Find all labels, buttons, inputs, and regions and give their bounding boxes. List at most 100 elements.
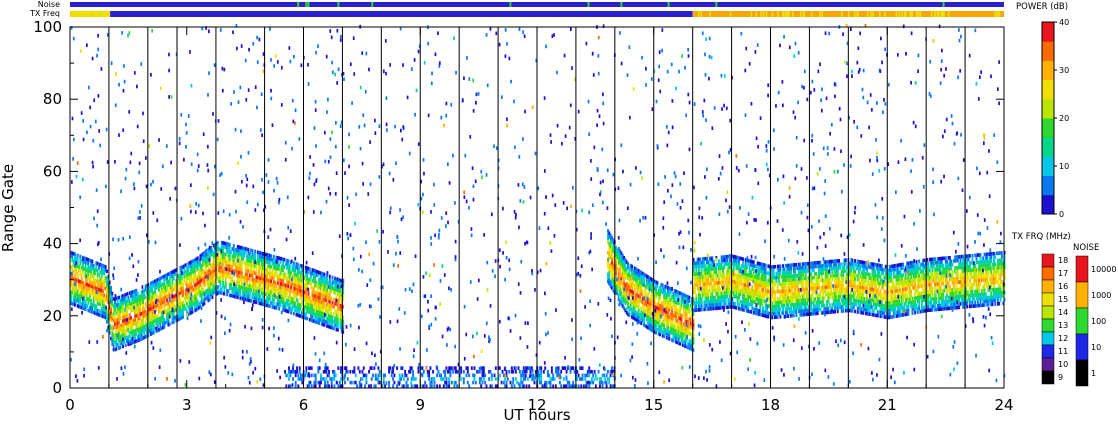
echo-cell [326, 280, 329, 285]
echo-cell [306, 305, 309, 310]
echo-cell [636, 279, 639, 283]
echo-cell [243, 297, 246, 301]
echo-cell [332, 326, 335, 331]
echo-cell [624, 261, 627, 266]
echo-cell [645, 296, 648, 300]
echo-cell [695, 308, 698, 312]
echo-cell [708, 299, 711, 304]
echo-cell [664, 309, 667, 314]
echo-cell [171, 302, 174, 307]
echo-cell [282, 293, 285, 298]
echo-cell [280, 300, 283, 305]
echo-cell [236, 248, 239, 253]
echo-cell [633, 277, 636, 281]
echo-cell [615, 282, 617, 286]
echo-cell [222, 251, 225, 256]
echo-cell [868, 308, 871, 313]
echo-cell [71, 287, 74, 292]
echo-cell [787, 292, 790, 297]
echo-cell [159, 323, 162, 328]
echo-cell [312, 301, 315, 305]
txfreq-bar-tick [821, 11, 823, 17]
echo-cell [684, 344, 687, 349]
echo-cell [294, 287, 297, 291]
echo-cell [191, 263, 194, 267]
echo-cell [679, 316, 682, 321]
echo-cell [207, 269, 210, 274]
echo-cell [284, 305, 287, 309]
echo-cell [627, 298, 629, 302]
echo-cell [700, 264, 703, 269]
echo-cell [71, 265, 74, 270]
echo-cell [116, 314, 119, 318]
echo-cell [82, 306, 84, 310]
echo-cell [240, 253, 243, 257]
echo-cell [148, 289, 151, 294]
echo-cell [98, 265, 100, 270]
echo-cell [111, 324, 114, 328]
echo-cell [196, 285, 199, 289]
echo-cell [226, 263, 229, 268]
echo-cell [98, 284, 100, 288]
echo-cell [675, 300, 678, 305]
echo-cell [90, 284, 92, 288]
echo-cell [131, 330, 134, 334]
echo-cell [119, 324, 122, 328]
echo-cell [243, 290, 246, 294]
echo-cell [227, 249, 230, 254]
echo-cell [298, 270, 301, 275]
echo-cell [260, 251, 263, 256]
echo-cell [287, 284, 290, 289]
echo-cell [625, 300, 628, 304]
echo-cell [611, 250, 613, 254]
echo-cell [298, 302, 301, 307]
echo-cell [254, 293, 257, 297]
echo-cell [627, 262, 629, 266]
echo-cell [669, 330, 672, 335]
echo-cell [272, 276, 275, 281]
echo-cell [300, 271, 303, 276]
echo-cell [617, 268, 620, 273]
echo-cell [124, 332, 127, 337]
echo-cell [711, 292, 714, 297]
echo-cell [640, 317, 643, 322]
echo-cell [140, 329, 143, 334]
echo-cell [112, 304, 115, 309]
echo-cell [671, 323, 674, 328]
noise-bar-label: Noise [38, 0, 60, 9]
echo-cell [684, 340, 687, 345]
echo-cell [232, 280, 235, 284]
echo-cell [208, 272, 211, 276]
echo-cell [827, 274, 830, 279]
echo-cell [667, 321, 670, 326]
echo-cell [266, 281, 269, 286]
echo-cell [651, 324, 654, 329]
echo-cell [183, 263, 186, 268]
echo-cell [314, 280, 317, 284]
echo-cell [195, 289, 198, 294]
echo-cell [74, 284, 76, 289]
echo-cell [268, 289, 271, 294]
echo-cell [298, 281, 301, 285]
echo-cell [616, 291, 619, 296]
echo-cell [152, 316, 155, 320]
echo-cell [319, 271, 322, 275]
echo-cell [720, 262, 723, 267]
echo-cell [304, 312, 307, 317]
echo-cell [112, 333, 115, 337]
echo-cell [206, 270, 209, 275]
echo-cell [864, 261, 867, 265]
echo-cell [681, 325, 684, 329]
echo-cell [72, 277, 75, 281]
echo-cell [324, 305, 327, 310]
echo-cell [632, 316, 635, 320]
echo-cell [198, 276, 201, 281]
echo-cell [624, 308, 627, 313]
echo-cell [95, 268, 98, 273]
echo-cell [338, 296, 341, 300]
echo-cell [624, 265, 627, 269]
echo-cell [103, 286, 106, 290]
echo-cell [187, 265, 190, 270]
echo-cell [322, 319, 325, 323]
echo-cell [657, 292, 660, 296]
